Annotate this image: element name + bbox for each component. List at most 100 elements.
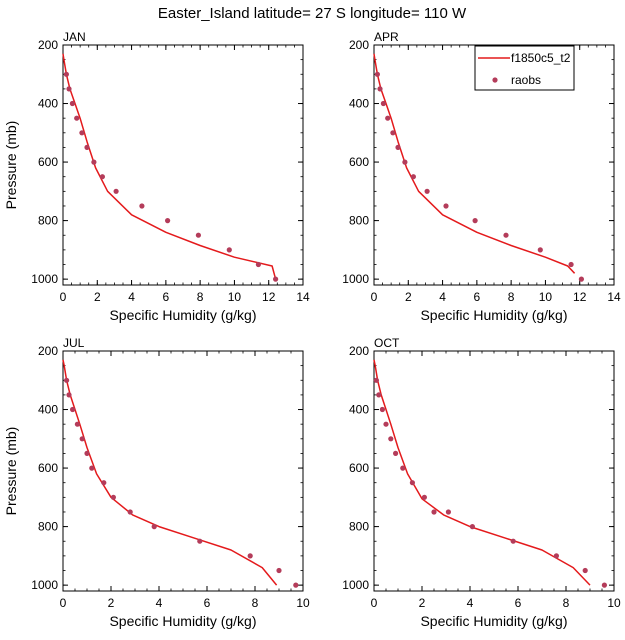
- jan-raobs-point: [84, 144, 90, 150]
- jul-panel-title: JUL: [63, 336, 85, 350]
- apr-raobs-point: [568, 261, 574, 268]
- apr-raobs-point: [537, 247, 543, 253]
- jul-xtick-label: 2: [108, 596, 115, 610]
- apr-raobs-point: [424, 188, 430, 194]
- apr-panel-title: APR: [374, 30, 399, 44]
- jul-xtick-label: 10: [296, 596, 310, 610]
- jan-ytick-label: 800: [38, 214, 58, 228]
- jul-raobs-point: [127, 509, 133, 515]
- oct-ytick-label: 200: [349, 344, 369, 358]
- oct-raobs-point: [393, 450, 399, 456]
- jul-raobs-point: [84, 450, 90, 456]
- jul-xtick-label: 6: [204, 596, 211, 610]
- apr-raobs-point: [395, 144, 401, 150]
- oct-panel-title: OCT: [374, 336, 400, 350]
- apr-raobs-point: [385, 115, 391, 121]
- jul-model-line: [62, 359, 278, 586]
- oct-raobs-point: [373, 377, 379, 383]
- oct-xtick-label: 0: [371, 596, 378, 610]
- legend: f1850c5_t2 raobs: [474, 45, 575, 91]
- jul-xtick-label: 0: [60, 596, 67, 610]
- legend-raobs-marker: [492, 77, 498, 83]
- jul-xtick-label: 4: [156, 596, 163, 610]
- panel-jul: JUL 0 2 4 6 8 10 200 400 600 800 1000 Specific Humid…: [3, 336, 310, 629]
- apr-ytick-label: 200: [349, 38, 369, 52]
- jul-ytick-label: 800: [38, 520, 58, 534]
- oct-raobs-point: [553, 553, 560, 559]
- panel-apr: APR 0 2 4 6 8 10 12 14 200 400 600 800 1000 Specific H…: [342, 30, 621, 323]
- oct-ytick-label: 800: [349, 520, 369, 534]
- apr-xtick-label: 12: [573, 290, 587, 304]
- jan-raobs-point: [91, 159, 97, 165]
- jan-raobs-point: [139, 203, 145, 209]
- apr-xtick-label: 4: [439, 290, 446, 304]
- jan-xtick-label: 6: [163, 290, 170, 304]
- jan-raobs-point: [74, 115, 80, 121]
- jan-xtick-label: 12: [262, 290, 276, 304]
- jan-ytick-label: 200: [38, 38, 58, 52]
- panel-jan: JAN 0 2 4 6 8 10 12 14 200 400 600 800 1000 Specific H…: [3, 30, 310, 323]
- apr-xtick-label: 2: [405, 290, 412, 304]
- apr-raobs-point: [443, 203, 449, 209]
- oct-ytick-label: 600: [349, 461, 369, 475]
- apr-xtick-label: 0: [371, 290, 378, 304]
- oct-xtick-label: 8: [563, 596, 570, 610]
- oct-raobs-point: [469, 524, 475, 530]
- oct-raobs-point: [409, 480, 415, 486]
- jul-ytick-label: 600: [38, 461, 58, 475]
- jan-ytick-label: 600: [38, 155, 58, 169]
- jan-model-line: [62, 53, 277, 280]
- oct-raobs-point: [383, 421, 389, 427]
- jan-raobs-point: [79, 130, 85, 136]
- jan-raobs-point: [165, 218, 171, 224]
- jan-xtick-label: 2: [94, 290, 101, 304]
- jan-raobs-point: [226, 247, 232, 253]
- jan-xtick-label: 8: [197, 290, 204, 304]
- jan-ytick-label: 1000: [31, 272, 58, 286]
- legend-raobs-label: raobs: [511, 73, 541, 87]
- apr-ytick-label: 800: [349, 214, 369, 228]
- jan-ytick-label: 400: [38, 97, 58, 111]
- jan-xlabel: Specific Humidity (g/kg): [109, 307, 256, 323]
- jul-xlabel: Specific Humidity (g/kg): [109, 613, 256, 629]
- apr-xtick-label: 10: [539, 290, 553, 304]
- oct-raobs-point: [582, 567, 588, 574]
- apr-xlabel: Specific Humidity (g/kg): [420, 307, 567, 323]
- jan-xtick-label: 4: [128, 290, 135, 304]
- apr-ytick-label: 1000: [342, 272, 369, 286]
- jul-raobs-point: [64, 377, 70, 383]
- oct-raobs-point: [445, 509, 451, 515]
- oct-xlabel: Specific Humidity (g/kg): [420, 613, 567, 629]
- jan-raobs-point: [273, 276, 279, 282]
- jan-panel-title: JAN: [63, 30, 86, 44]
- oct-raobs-point: [388, 436, 394, 442]
- oct-raobs-point: [431, 509, 437, 515]
- oct-xtick-label: 10: [607, 596, 621, 610]
- jul-ytick-label: 1000: [31, 578, 58, 592]
- oct-raobs-point: [379, 406, 385, 413]
- jul-raobs-point: [79, 436, 85, 442]
- oct-xtick-label: 6: [515, 596, 522, 610]
- oct-raobs-point: [376, 392, 382, 398]
- jan-raobs-point: [255, 261, 261, 268]
- jul-raobs-point: [247, 553, 253, 559]
- apr-raobs-point: [374, 71, 380, 77]
- oct-xtick-label: 2: [419, 596, 426, 610]
- apr-xtick-label: 8: [508, 290, 515, 304]
- jan-raobs-point: [113, 188, 119, 194]
- apr-raobs-point: [578, 276, 585, 282]
- apr-xtick-label: 6: [474, 290, 481, 304]
- jul-raobs-point: [66, 392, 72, 398]
- jul-ylabel: Pressure (mb): [3, 427, 19, 516]
- figure-title: Easter_Island latitude= 27 S longitude= …: [158, 5, 467, 22]
- apr-raobs-point: [472, 218, 478, 224]
- apr-xtick-label: 14: [607, 290, 621, 304]
- jan-raobs-point: [195, 232, 201, 238]
- apr-raobs-point: [380, 100, 386, 107]
- jan-raobs-point: [63, 71, 69, 77]
- oct-raobs-point: [400, 465, 406, 471]
- jul-raobs-point: [89, 465, 95, 471]
- apr-model-line: [373, 53, 576, 274]
